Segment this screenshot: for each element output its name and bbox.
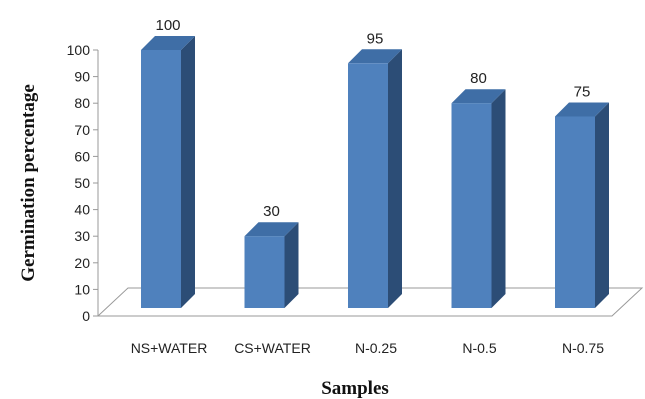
bar-front <box>348 63 388 308</box>
y-axis-title: Germination percentage <box>18 84 39 282</box>
y-tick-label: 60 <box>74 148 90 164</box>
bar-side <box>181 36 195 308</box>
bar-front <box>451 103 492 308</box>
bar-top <box>244 222 299 237</box>
bar-side <box>388 49 402 309</box>
x-axis-categories: NS+WATER CS+WATER N-0.25 N-0.5 N-0.75 <box>131 340 605 356</box>
data-label: 80 <box>470 70 487 87</box>
bar-front <box>244 236 285 308</box>
y-tick-label: 80 <box>74 95 90 111</box>
x-category-label: CS+WATER <box>234 340 311 356</box>
bar-front <box>555 116 595 308</box>
y-tick-label: 90 <box>74 69 90 85</box>
y-tick-label: 10 <box>74 281 90 297</box>
bar <box>244 222 299 308</box>
data-label: 30 <box>263 203 280 220</box>
y-tick-label: 0 <box>82 308 90 324</box>
x-category-label: N-0.5 <box>462 340 496 356</box>
data-label: 75 <box>574 84 591 101</box>
bar <box>451 89 506 308</box>
x-axis-title: Samples <box>321 378 389 399</box>
y-tick-label: 50 <box>74 175 90 191</box>
bars <box>141 36 609 309</box>
floor-outline <box>96 287 644 317</box>
y-tick-label: 100 <box>67 42 91 58</box>
y-tick-label: 20 <box>74 255 90 271</box>
bar-top <box>555 102 609 117</box>
data-labels: 100 30 95 80 75 <box>155 17 590 220</box>
bar-top <box>348 49 402 64</box>
bar <box>141 36 195 308</box>
bar <box>348 49 402 309</box>
x-category-label: N-0.25 <box>355 340 397 356</box>
bar-side <box>284 222 299 308</box>
y-tick-label: 40 <box>74 202 90 218</box>
bar-side <box>595 102 609 308</box>
y-tick-label: 30 <box>74 228 90 244</box>
data-label: 100 <box>155 17 180 34</box>
x-category-label: NS+WATER <box>131 340 208 356</box>
bar-side <box>491 89 506 308</box>
x-category-label: N-0.75 <box>562 340 604 356</box>
bar <box>555 102 609 308</box>
chart-floor <box>96 287 644 317</box>
bar-front <box>141 50 181 308</box>
y-tick-label: 70 <box>74 122 90 138</box>
bar-top <box>451 89 506 104</box>
y-axis: 0 10 20 30 40 50 60 70 80 90 100 <box>67 42 99 324</box>
data-label: 95 <box>367 30 384 47</box>
bar-top <box>141 36 195 50</box>
